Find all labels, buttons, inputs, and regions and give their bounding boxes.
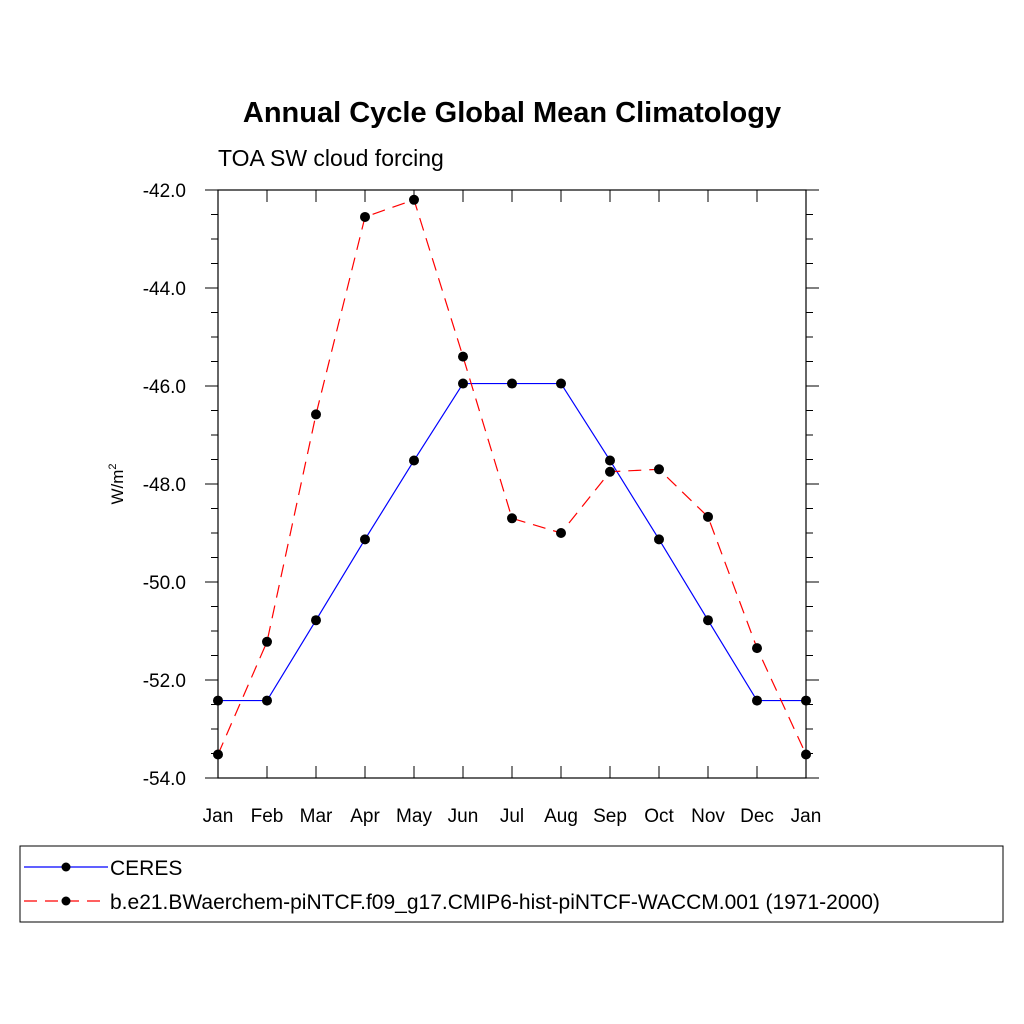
x-tick-label: Aug <box>544 806 578 827</box>
x-tick-label: Jan <box>791 806 822 827</box>
series-layer <box>213 194 811 760</box>
x-tick-label: Apr <box>350 806 380 827</box>
y-axis-label: W/m2 <box>107 463 127 504</box>
series-1-point <box>360 211 370 222</box>
series-0-point <box>752 695 762 706</box>
series-1-point <box>311 409 321 420</box>
legend-label-model: b.e21.BWaerchem-piNTCF.f09_g17.CMIP6-his… <box>110 891 880 914</box>
series-0-point <box>556 378 566 389</box>
legend: CERES b.e21.BWaerchem-piNTCF.f09_g17.CMI… <box>19 845 1004 923</box>
legend-marker-ceres <box>61 862 71 872</box>
y-tick-label: -54.0 <box>143 769 186 790</box>
y-tick-label: -44.0 <box>143 279 186 300</box>
x-tick-label: Jun <box>448 806 479 827</box>
y-tick-label: -52.0 <box>143 671 186 692</box>
series-1-point <box>507 513 517 524</box>
x-tick-label: Nov <box>691 806 725 827</box>
y-tick-label: -50.0 <box>143 573 186 594</box>
series-0-point <box>409 455 419 466</box>
axes: Jan Feb Mar Apr May Jun Jul Aug Sep Oct Nov Dec Jan-… <box>143 181 822 827</box>
series-0-point <box>507 378 517 389</box>
x-tick-label: May <box>396 806 432 827</box>
series-0-point <box>458 378 468 389</box>
x-tick-label: Jan <box>203 806 234 827</box>
y-tick-label: -42.0 <box>143 181 186 202</box>
legend-box <box>19 845 1004 923</box>
chart-title: Annual Cycle Global Mean Climatology <box>243 97 781 129</box>
x-tick-label: Dec <box>740 806 774 827</box>
series-1-point <box>605 466 615 477</box>
chart-subtitle: TOA SW cloud forcing <box>218 145 444 171</box>
series-1-point <box>262 636 272 647</box>
series-1-point <box>752 643 762 654</box>
series-1-point <box>458 351 468 362</box>
y-tick-label: -48.0 <box>143 475 186 496</box>
x-tick-label: Oct <box>644 806 674 827</box>
series-1-point <box>409 194 419 205</box>
series-0-point <box>605 455 615 466</box>
series-0-point <box>654 534 664 545</box>
series-1-point <box>654 464 664 475</box>
x-tick-label: Jul <box>500 806 524 827</box>
series-0-point <box>311 615 321 626</box>
plot-frame <box>217 189 807 779</box>
series-0-point <box>262 695 272 706</box>
svg-text:W/m2: W/m2 <box>107 463 127 504</box>
x-tick-label: Feb <box>251 806 284 827</box>
y-axis-label-superscript: 2 <box>107 463 119 469</box>
series-line-1 <box>217 199 807 755</box>
y-axis-label-text: W/m <box>108 470 127 505</box>
series-1-point <box>556 528 566 538</box>
legend-marker-model <box>61 896 71 906</box>
x-tick-label: Mar <box>300 806 333 827</box>
legend-label-ceres: CERES <box>110 857 182 880</box>
y-tick-label: -46.0 <box>143 377 186 398</box>
series-1-point <box>703 511 713 522</box>
series-0-point <box>360 534 370 545</box>
series-0-point <box>703 615 713 626</box>
x-tick-label: Sep <box>593 806 627 827</box>
